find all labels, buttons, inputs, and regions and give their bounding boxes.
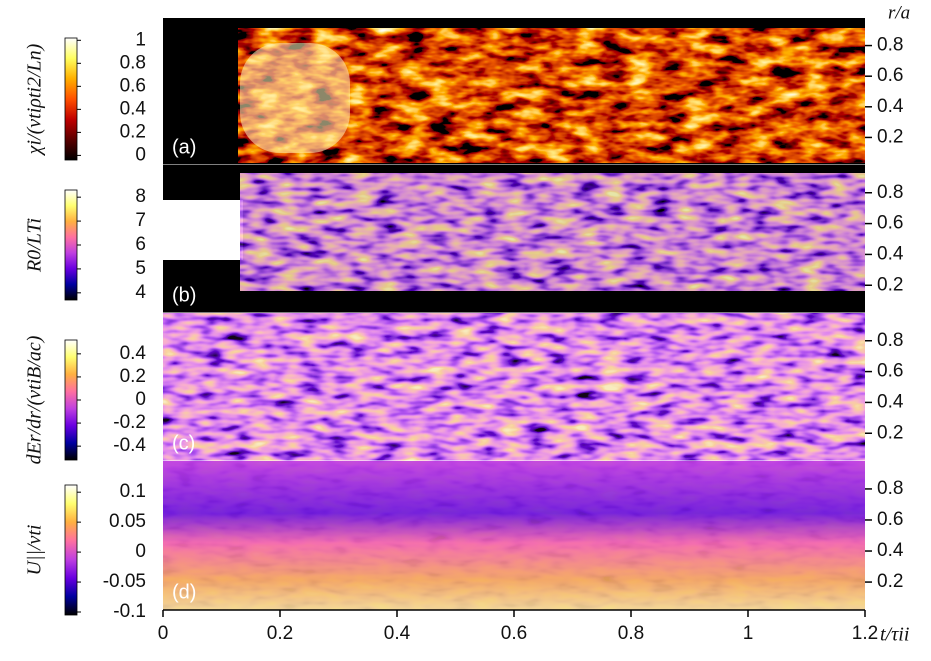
colorbar-tick-label: 0.6 [120, 75, 146, 96]
colorbar-tick-label: 0.1 [120, 481, 146, 502]
colorbar-tick-label: 0.2 [120, 366, 146, 387]
heatmap [240, 173, 865, 291]
colorbar [64, 37, 78, 161]
colorbar-tick-label: 0 [135, 541, 146, 562]
heatmap-band [163, 200, 243, 260]
colorbar-tick-label: 6 [135, 234, 146, 255]
y-tick-label: 0.8 [877, 182, 903, 203]
panel-label: (d) [172, 581, 196, 603]
colorbar-tick-label: -0.4 [113, 435, 146, 456]
x-tick-label: 1 [743, 623, 754, 644]
colorbar-tick-label: -0.05 [103, 571, 146, 592]
right-axis-label: r/a [888, 2, 910, 23]
panel-label: (a) [172, 136, 196, 158]
y-tick-label: 0.4 [877, 391, 904, 412]
y-axis-label: χi/(vtiρti2/Ln) [24, 43, 46, 156]
colorbar-tick-label: 4 [135, 282, 146, 303]
colorbar-tick-label: 0 [135, 389, 146, 410]
colorbar-tick-label: -0.1 [113, 601, 146, 622]
x-axis-label: t/τii [880, 624, 909, 646]
colorbar [64, 189, 78, 301]
y-tick-label: 0.8 [877, 35, 903, 56]
colorbar-tick-label: 8 [135, 186, 146, 207]
colorbar-tick-label: 0 [135, 144, 146, 165]
panel-label: (b) [172, 284, 196, 306]
colorbar-tick-label: 7 [135, 210, 146, 231]
y-tick-label: 0.4 [877, 96, 904, 117]
colorbar-tick-label: 0.2 [120, 121, 146, 142]
y-tick-label: 0.6 [877, 213, 903, 234]
x-tick-label: 1.2 [852, 623, 878, 644]
y-tick-label: 0.6 [877, 509, 903, 530]
panel-label: (c) [172, 432, 195, 454]
colorbar-tick-label: 0.05 [109, 511, 146, 532]
y-tick-label: 0.2 [877, 571, 903, 592]
y-tick-label: 0.8 [877, 330, 903, 351]
x-tick-label: 0.6 [501, 623, 527, 644]
colorbar-tick-label: 1 [135, 29, 146, 50]
x-tick-label: 0.4 [384, 623, 411, 644]
heatmap-burst [240, 43, 350, 153]
heatmap-profile [163, 461, 865, 610]
y-tick-label: 0.8 [877, 478, 903, 499]
x-tick-label: 0.8 [618, 623, 644, 644]
y-axis-label: dEr/dr/(vtiB/ac) [24, 335, 46, 464]
y-tick-label: 0.2 [877, 126, 903, 147]
colorbar-tick-label: 0.4 [120, 343, 147, 364]
y-tick-label: 0.4 [877, 540, 904, 561]
x-tick-label: 0 [158, 623, 169, 644]
colorbar [64, 339, 78, 461]
colorbar-tick-label: 0.4 [120, 98, 147, 119]
y-tick-label: 0.6 [877, 65, 903, 86]
y-tick-label: 0.6 [877, 361, 903, 382]
y-tick-label: 0.4 [877, 243, 904, 264]
heatmap [163, 313, 865, 461]
colorbar-tick-label: 5 [135, 258, 146, 279]
colorbar [64, 484, 78, 616]
x-tick-label: 0.2 [267, 623, 293, 644]
y-axis-label: R0/LTi [24, 218, 46, 273]
colorbar-tick-label: -0.2 [113, 412, 146, 433]
y-tick-label: 0.2 [877, 274, 903, 295]
colorbar-tick-label: 0.8 [120, 52, 146, 73]
y-tick-label: 0.2 [877, 422, 903, 443]
y-axis-label: U||/vti [24, 525, 46, 576]
